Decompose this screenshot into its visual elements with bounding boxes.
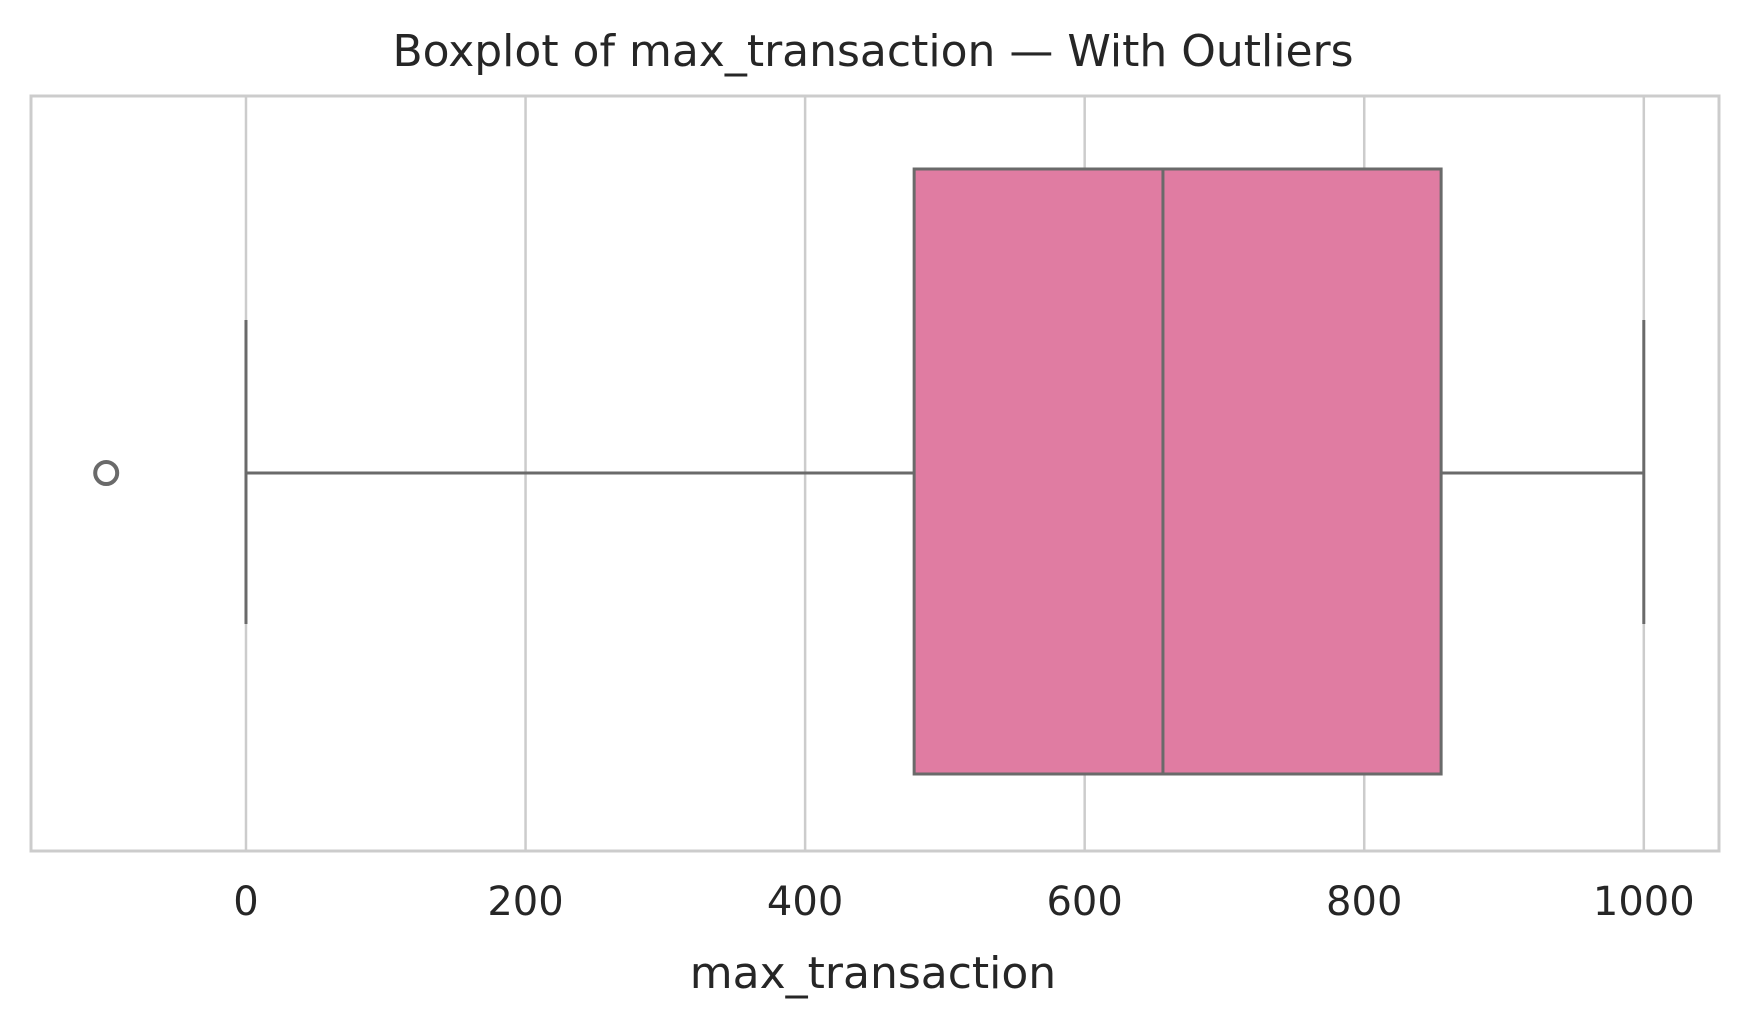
outlier-point bbox=[93, 460, 120, 486]
x-tick-label: 400 bbox=[767, 879, 843, 925]
x-tick-labels: 0 200 400 600 800 1000 bbox=[233, 879, 1694, 925]
box-marks bbox=[93, 167, 1646, 776]
chart-title: Boxplot of max_transaction — With Outlie… bbox=[392, 26, 1353, 77]
plot-frame bbox=[29, 94, 1721, 853]
x-axis-label: max_transaction bbox=[690, 948, 1056, 999]
x-tick-label: 800 bbox=[1326, 879, 1402, 925]
x-tick-label: 1000 bbox=[1593, 879, 1695, 925]
x-tick-label: 0 bbox=[233, 879, 258, 925]
x-tick-label: 600 bbox=[1046, 879, 1122, 925]
iqr-box bbox=[912, 167, 1443, 776]
x-tick-label: 200 bbox=[487, 879, 563, 925]
